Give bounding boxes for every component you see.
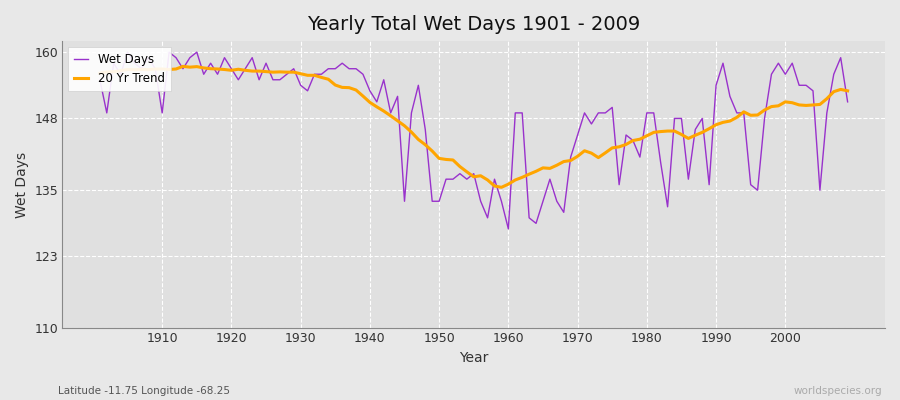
- Legend: Wet Days, 20 Yr Trend: Wet Days, 20 Yr Trend: [68, 47, 171, 91]
- 20 Yr Trend: [600, 150, 611, 155]
- Wet Days: [503, 226, 514, 231]
- Text: Latitude -11.75 Longitude -68.25: Latitude -11.75 Longitude -68.25: [58, 386, 230, 396]
- Wet Days: [510, 110, 521, 115]
- Wet Days: [94, 77, 105, 82]
- 20 Yr Trend: [842, 88, 853, 93]
- 20 Yr Trend: [309, 73, 320, 78]
- Wet Days: [157, 110, 167, 115]
- Text: worldspecies.org: worldspecies.org: [794, 386, 882, 396]
- Line: Wet Days: Wet Days: [100, 52, 848, 229]
- 20 Yr Trend: [149, 67, 160, 72]
- Wet Days: [842, 100, 853, 104]
- Y-axis label: Wet Days: Wet Days: [15, 152, 29, 218]
- Wet Days: [351, 66, 362, 71]
- Title: Yearly Total Wet Days 1901 - 2009: Yearly Total Wet Days 1901 - 2009: [307, 15, 641, 34]
- 20 Yr Trend: [496, 185, 507, 190]
- 20 Yr Trend: [517, 175, 527, 180]
- 20 Yr Trend: [351, 88, 362, 92]
- Wet Days: [122, 50, 133, 54]
- Wet Days: [517, 110, 527, 115]
- X-axis label: Year: Year: [459, 351, 489, 365]
- 20 Yr Trend: [94, 71, 105, 76]
- Wet Days: [309, 72, 320, 77]
- Wet Days: [600, 110, 611, 115]
- 20 Yr Trend: [177, 64, 188, 69]
- Line: 20 Yr Trend: 20 Yr Trend: [100, 66, 848, 187]
- 20 Yr Trend: [510, 178, 521, 182]
